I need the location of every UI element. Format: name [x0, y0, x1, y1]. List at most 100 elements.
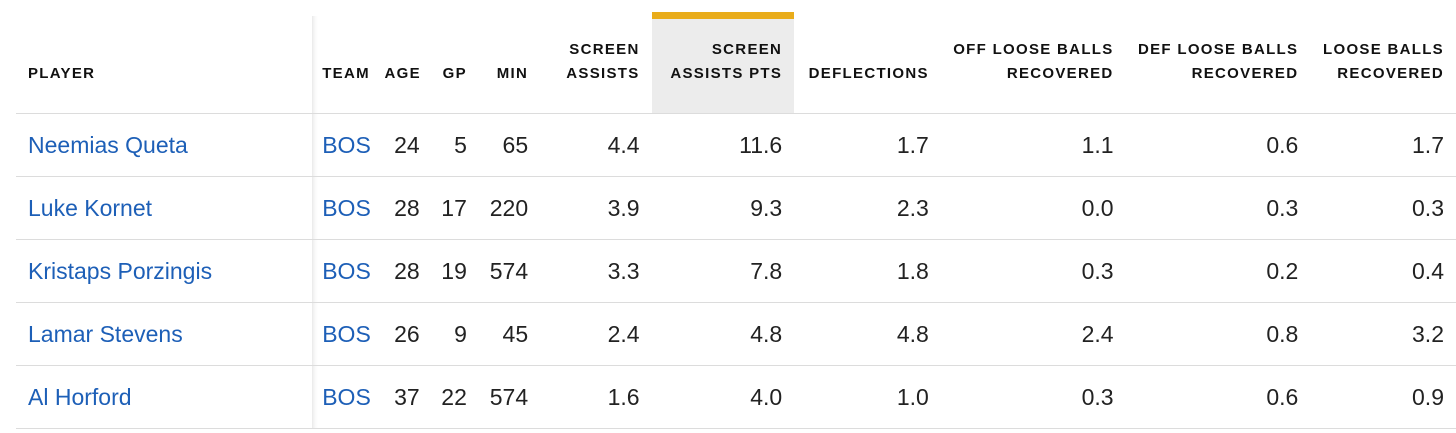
cell-loose-balls: 0.4 — [1310, 239, 1456, 303]
cell-off-loose-balls: 0.3 — [940, 365, 1126, 429]
cell-deflections: 1.8 — [794, 239, 941, 303]
player-link[interactable]: Neemias Queta — [28, 131, 188, 158]
cell-team: BOS — [312, 113, 385, 177]
header-age[interactable]: AGE — [384, 15, 432, 114]
header-loose-balls-line2: RECOVERED — [1337, 65, 1444, 82]
cell-screen-assists-pts: 4.8 — [651, 302, 795, 366]
cell-deflections: 1.0 — [794, 365, 941, 429]
cell-age: 28 — [384, 176, 432, 240]
cell-age: 26 — [384, 302, 432, 366]
header-loose-balls-line1: LOOSE BALLS — [1323, 41, 1444, 58]
header-screen-assists-line1: SCREEN — [569, 41, 640, 58]
cell-loose-balls: 1.7 — [1310, 113, 1456, 177]
cell-gp: 9 — [431, 302, 479, 366]
cell-off-loose-balls: 2.4 — [940, 302, 1126, 366]
team-link[interactable]: BOS — [322, 320, 371, 347]
header-loose-balls[interactable]: LOOSE BALLS RECOVERED — [1310, 15, 1456, 114]
table-header: PLAYER TEAM AGE GP MIN SCREEN ASSISTS SC… — [16, 12, 1456, 114]
cell-def-loose-balls: 0.2 — [1125, 239, 1311, 303]
header-min-label: MIN — [496, 65, 529, 82]
cell-loose-balls: 0.3 — [1310, 176, 1456, 240]
cell-def-loose-balls: 0.6 — [1125, 365, 1311, 429]
player-link[interactable]: Luke Kornet — [28, 194, 153, 221]
cell-screen-assists: 1.6 — [540, 365, 652, 429]
header-screen-assists-pts-line2: ASSISTS PTS — [670, 65, 783, 82]
header-screen-assists[interactable]: SCREEN ASSISTS — [540, 15, 652, 114]
cell-def-loose-balls: 0.6 — [1125, 113, 1311, 177]
cell-team: BOS — [312, 239, 385, 303]
cell-screen-assists: 4.4 — [540, 113, 652, 177]
cell-screen-assists-pts: 4.0 — [651, 365, 795, 429]
header-def-loose-balls-line1: DEF LOOSE BALLS — [1137, 41, 1299, 58]
cell-player: Neemias Queta — [16, 113, 313, 177]
player-link[interactable]: Lamar Stevens — [28, 320, 183, 347]
cell-min: 574 — [478, 365, 541, 429]
header-screen-assists-pts[interactable]: SCREEN ASSISTS PTS — [651, 12, 795, 114]
table-row: Neemias Queta BOS 24 5 65 4.4 11.6 1.7 1… — [16, 113, 1456, 177]
cell-gp: 19 — [431, 239, 479, 303]
table-row: Lamar Stevens BOS 26 9 45 2.4 4.8 4.8 2.… — [16, 302, 1456, 366]
cell-screen-assists-pts: 9.3 — [651, 176, 795, 240]
cell-age: 37 — [384, 365, 432, 429]
cell-deflections: 2.3 — [794, 176, 941, 240]
header-screen-assists-pts-line1: SCREEN — [711, 41, 783, 58]
cell-player: Al Horford — [16, 365, 313, 429]
cell-def-loose-balls: 0.3 — [1125, 176, 1311, 240]
team-link[interactable]: BOS — [322, 131, 371, 158]
team-link[interactable]: BOS — [322, 383, 371, 410]
cell-screen-assists-pts: 7.8 — [651, 239, 795, 303]
header-row: PLAYER TEAM AGE GP MIN SCREEN ASSISTS SC… — [16, 12, 1456, 114]
player-link[interactable]: Al Horford — [28, 383, 132, 410]
header-deflections-label: DEFLECTIONS — [808, 65, 929, 82]
cell-team: BOS — [312, 302, 385, 366]
team-link[interactable]: BOS — [322, 194, 371, 221]
header-min[interactable]: MIN — [478, 15, 541, 114]
table-row: Al Horford BOS 37 22 574 1.6 4.0 1.0 0.3… — [16, 365, 1456, 429]
cell-off-loose-balls: 0.0 — [940, 176, 1126, 240]
cell-age: 24 — [384, 113, 432, 177]
cell-screen-assists-pts: 11.6 — [651, 113, 795, 177]
header-gp-label: GP — [442, 65, 467, 82]
cell-gp: 5 — [431, 113, 479, 177]
table-body: Neemias Queta BOS 24 5 65 4.4 11.6 1.7 1… — [16, 113, 1456, 429]
table-row: Kristaps Porzingis BOS 28 19 574 3.3 7.8… — [16, 239, 1456, 303]
cell-team: BOS — [312, 365, 385, 429]
cell-min: 65 — [478, 113, 541, 177]
header-player-label: PLAYER — [28, 65, 96, 82]
header-def-loose-balls[interactable]: DEF LOOSE BALLS RECOVERED — [1125, 15, 1311, 114]
cell-deflections: 4.8 — [794, 302, 941, 366]
cell-loose-balls: 3.2 — [1310, 302, 1456, 366]
header-def-loose-balls-line2: RECOVERED — [1191, 65, 1299, 82]
cell-gp: 22 — [431, 365, 479, 429]
header-off-loose-balls[interactable]: OFF LOOSE BALLS RECOVERED — [940, 15, 1126, 114]
cell-team: BOS — [312, 176, 385, 240]
header-team-label: TEAM — [322, 65, 370, 82]
header-gp[interactable]: GP — [431, 15, 479, 114]
header-age-label: AGE — [384, 65, 421, 82]
header-screen-assists-line2: ASSISTS — [566, 65, 640, 82]
table-row: Luke Kornet BOS 28 17 220 3.9 9.3 2.3 0.… — [16, 176, 1456, 240]
cell-loose-balls: 0.9 — [1310, 365, 1456, 429]
cell-age: 28 — [384, 239, 432, 303]
cell-def-loose-balls: 0.8 — [1125, 302, 1311, 366]
cell-deflections: 1.7 — [794, 113, 941, 177]
cell-player: Kristaps Porzingis — [16, 239, 313, 303]
header-off-loose-balls-line2: RECOVERED — [1006, 65, 1114, 82]
cell-screen-assists: 3.9 — [540, 176, 652, 240]
header-deflections[interactable]: DEFLECTIONS — [794, 15, 941, 114]
player-stats-table: PLAYER TEAM AGE GP MIN SCREEN ASSISTS SC… — [16, 12, 1456, 429]
cell-min: 220 — [478, 176, 541, 240]
cell-player: Lamar Stevens — [16, 302, 313, 366]
header-player[interactable]: PLAYER — [16, 15, 313, 114]
cell-player: Luke Kornet — [16, 176, 313, 240]
cell-min: 45 — [478, 302, 541, 366]
cell-screen-assists: 3.3 — [540, 239, 652, 303]
cell-off-loose-balls: 0.3 — [940, 239, 1126, 303]
player-link[interactable]: Kristaps Porzingis — [28, 257, 213, 284]
cell-min: 574 — [478, 239, 541, 303]
cell-gp: 17 — [431, 176, 479, 240]
header-team[interactable]: TEAM — [312, 15, 385, 114]
header-off-loose-balls-line1: OFF LOOSE BALLS — [953, 41, 1114, 58]
team-link[interactable]: BOS — [322, 257, 371, 284]
cell-screen-assists: 2.4 — [540, 302, 652, 366]
